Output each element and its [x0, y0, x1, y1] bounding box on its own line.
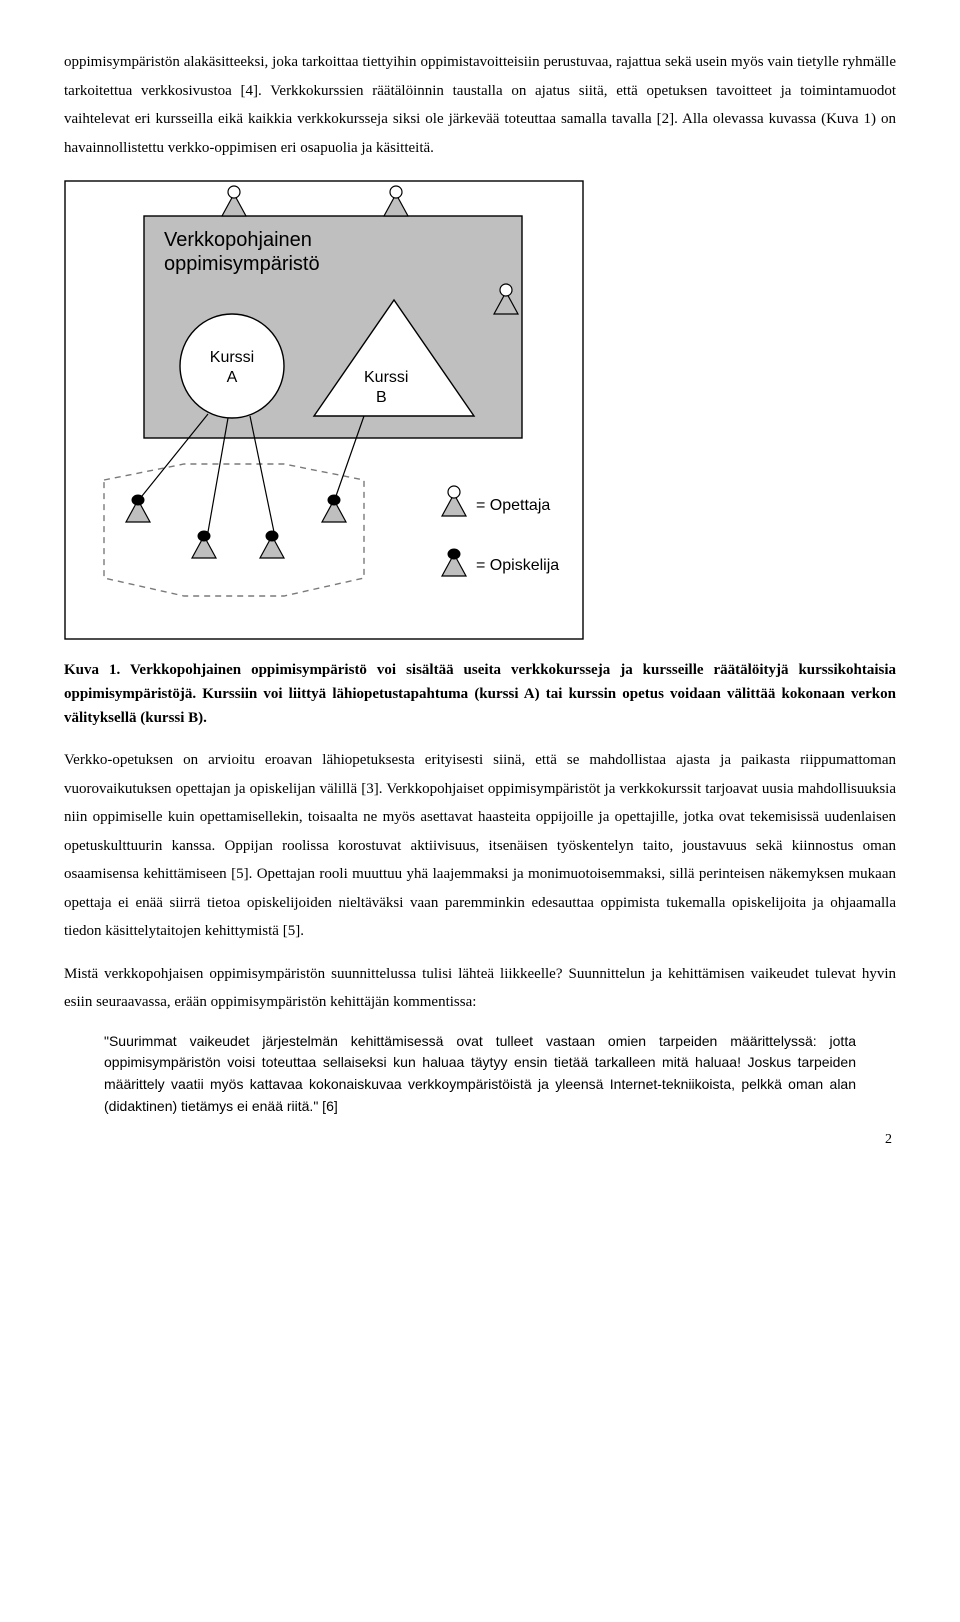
figure-1-container: Verkkopohjainen oppimisympäristö Kurssi … — [64, 180, 896, 640]
course-a-label1: Kurssi — [210, 349, 254, 366]
course-a-label2: A — [227, 369, 238, 386]
course-b-label2: B — [376, 389, 387, 406]
figure-1-caption: Kuva 1. Verkkopohjainen oppimisympäristö… — [64, 658, 896, 730]
intro-paragraph-continued: oppimisympäristön alakäsitteeksi, joka t… — [64, 48, 896, 162]
course-a-shape — [180, 314, 284, 418]
page-number: 2 — [64, 1127, 896, 1154]
body-paragraph-2: Verkko-opetuksen on arvioitu eroavan läh… — [64, 746, 896, 946]
figure-1-diagram: Verkkopohjainen oppimisympäristö Kurssi … — [64, 180, 584, 640]
course-b-label1: Kurssi — [364, 369, 408, 386]
legend-teacher-label: = Opettaja — [476, 497, 550, 514]
env-title-line2: oppimisympäristö — [164, 253, 320, 275]
legend-student-label: = Opiskelija — [476, 557, 559, 574]
developer-quote: "Suurimmat vaikeudet järjestelmän kehitt… — [104, 1031, 856, 1118]
env-title-line1: Verkkopohjainen — [164, 229, 312, 251]
body-paragraph-3: Mistä verkkopohjaisen oppimisympäristön … — [64, 960, 896, 1017]
